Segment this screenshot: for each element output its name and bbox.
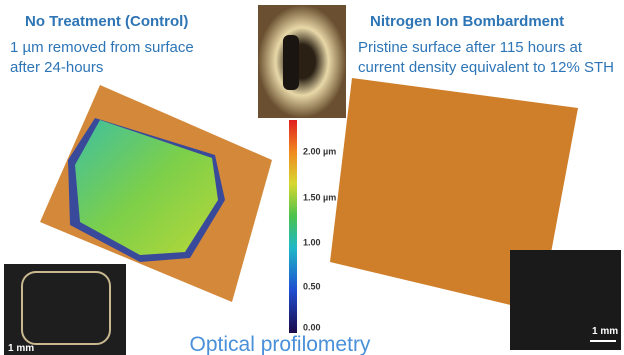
caption: Optical profilometry xyxy=(190,333,371,355)
colorbar-label: 1.00 xyxy=(303,237,321,247)
colorbar xyxy=(289,120,297,333)
colorbar-label: 2.00 µm xyxy=(303,146,336,156)
right-title: Nitrogen Ion Bombardment xyxy=(370,13,564,30)
left-text: 1 µm removed from surface xyxy=(10,39,194,56)
right-text: Pristine surface after 115 hours at xyxy=(358,39,583,56)
sample-photo-hole xyxy=(283,35,299,90)
scale-label: 1 mm xyxy=(8,343,34,354)
colorbar-label: 1.50 µm xyxy=(303,192,336,202)
right-text: current density equivalent to 12% STH xyxy=(358,59,614,76)
colorbar-label: 0.00 xyxy=(303,322,321,332)
left-text: after 24-hours xyxy=(10,59,103,76)
left-title: No Treatment (Control) xyxy=(25,13,188,30)
colorbar-label: 0.50 xyxy=(303,281,321,291)
scale-bar xyxy=(590,340,616,342)
scale-label: 1 mm xyxy=(592,326,618,337)
slide: No Treatment (Control) 1 µm removed from… xyxy=(0,0,624,355)
sample-photo xyxy=(258,5,346,118)
